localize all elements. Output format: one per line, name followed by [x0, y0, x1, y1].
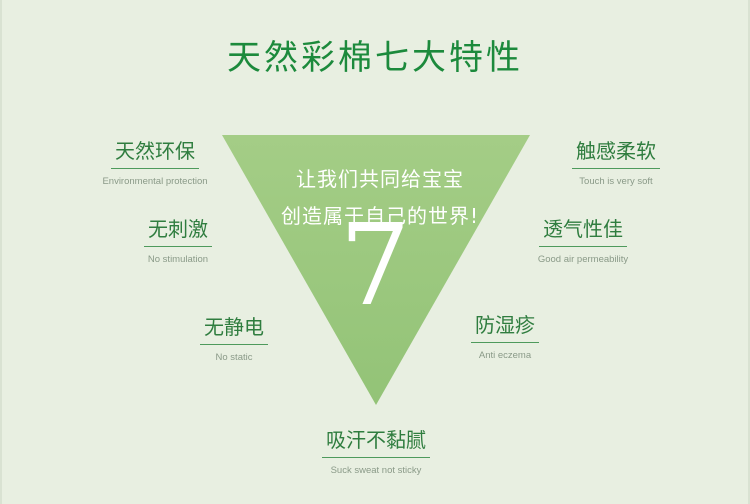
slogan-line-1: 让我们共同给宝宝	[296, 167, 464, 191]
feature-breathable: 透气性佳 Good air permeability	[523, 213, 643, 265]
feature-zh-label: 天然环保	[111, 135, 199, 169]
feature-zh-label: 无静电	[200, 311, 268, 345]
triangle-shape	[222, 135, 530, 405]
feature-zh-label: 触感柔软	[572, 135, 660, 169]
page-title: 天然彩棉七大特性	[227, 38, 523, 78]
feature-en-label: Anti eczema	[478, 350, 532, 361]
feature-soft-touch: 触感柔软 Touch is very soft	[556, 135, 676, 187]
feature-en-label: Good air permeability	[537, 254, 629, 265]
feature-environmental: 天然环保 Environmental protection	[95, 135, 215, 187]
feature-no-stimulation: 无刺激 No stimulation	[118, 213, 238, 265]
feature-zh-label: 透气性佳	[539, 213, 627, 247]
feature-zh-label: 无刺激	[144, 213, 212, 247]
feature-anti-eczema: 防湿疹 Anti eczema	[445, 309, 565, 361]
feature-sweat-absorbing: 吸汗不黏腻 Suck sweat not sticky	[306, 424, 446, 476]
feature-en-label: Suck sweat not sticky	[330, 465, 422, 476]
slogan-line-2: 创造属于自己的世界!	[280, 204, 480, 228]
feature-zh-label: 防湿疹	[471, 309, 539, 343]
feature-en-label: Environmental protection	[102, 176, 208, 187]
feature-en-label: No stimulation	[147, 254, 209, 265]
feature-zh-label: 吸汗不黏腻	[322, 424, 430, 458]
feature-en-label: No static	[215, 352, 253, 363]
feature-no-static: 无静电 No static	[174, 311, 294, 363]
feature-count-number: 7	[339, 201, 411, 331]
feature-en-label: Touch is very soft	[579, 176, 653, 187]
